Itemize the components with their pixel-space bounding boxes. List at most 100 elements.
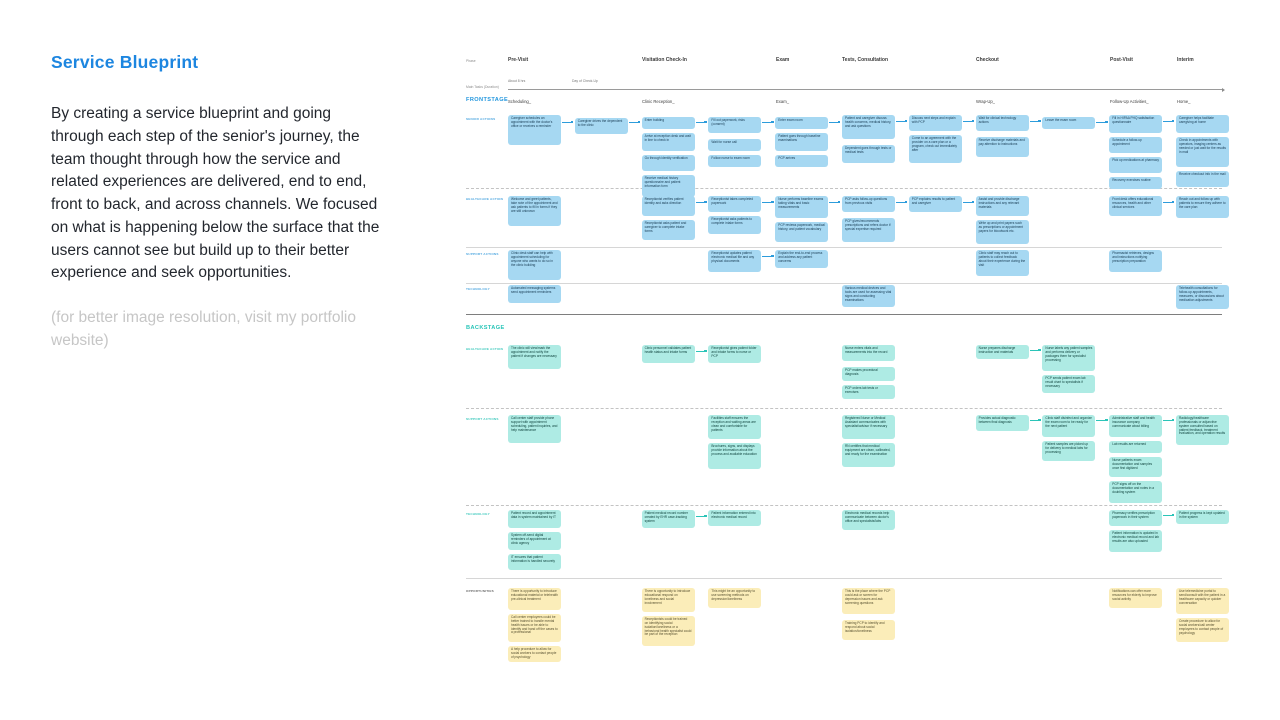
flow-arrow <box>829 202 840 203</box>
page-title: Service Blueprint <box>51 52 199 72</box>
sticky-note: Leave the exam room <box>1042 117 1096 129</box>
flow-arrow <box>695 202 707 203</box>
sticky-note: Caregiver helps facilitate caregiving at… <box>1176 115 1229 133</box>
sticky-note: Caregiver schedules an appointment with … <box>508 115 561 145</box>
flow-arrow <box>962 121 974 122</box>
row-label: SENIOR ACTIONS <box>466 117 496 121</box>
flow-arrowhead <box>838 121 841 124</box>
flow-arrowhead <box>1172 419 1175 422</box>
flow-arrowhead <box>771 121 774 124</box>
sticky-note: Lab results are returned <box>1109 441 1163 453</box>
sticky-note: Call center employees could be better tr… <box>508 614 561 642</box>
left-text-panel: Service Blueprint By creating a service … <box>51 52 385 353</box>
sticky-note: Recovery exercises routine <box>1109 177 1163 189</box>
sticky-note: Come to an agreement with the provider o… <box>908 135 962 163</box>
flow-arrow <box>762 256 774 257</box>
sticky-note: IT ensures that patient information is h… <box>508 554 561 570</box>
sticky-note: Assist and provide discharge instruction… <box>975 196 1029 216</box>
sticky-note: Reach out and follow up with patients to… <box>1176 196 1229 218</box>
flow-arrow <box>695 122 707 123</box>
duration-row-label: Main Tasks (Duration) <box>466 85 499 89</box>
sticky-note: Follow nurse to exam room <box>708 155 762 167</box>
flow-arrow <box>962 202 974 203</box>
sticky-note: Registered Nurse or Medical Assistant co… <box>842 415 895 439</box>
sticky-note: System off-send digital reminders of app… <box>508 532 561 550</box>
sticky-note: A help procedure to allow for social wor… <box>508 646 561 662</box>
duration-label: About 8 hrs <box>508 79 526 83</box>
sticky-note: Write up and print papers such as prescr… <box>975 220 1029 244</box>
sticky-note: Enter exam room <box>775 117 829 129</box>
sticky-note: PCP arrives <box>775 155 829 167</box>
sticky-note: Receive medical history questionnaire an… <box>641 175 695 197</box>
sticky-note: Clinic personnel validates patient healt… <box>641 345 695 363</box>
separator-line <box>466 408 1222 409</box>
sticky-note: Receptionist takes completed paperwork <box>708 196 762 212</box>
flow-arrowhead <box>1038 120 1041 123</box>
flow-arrow <box>628 122 640 123</box>
flow-arrow <box>1029 350 1041 351</box>
flow-arrowhead <box>904 120 908 123</box>
sticky-note: Check in appointments with operators, im… <box>1176 137 1229 167</box>
phase-header: Tests, Consultation <box>842 57 889 63</box>
flow-arrow <box>695 516 707 517</box>
flow-arrow <box>1163 121 1174 122</box>
flow-arrowhead <box>1038 419 1041 422</box>
flow-arrow <box>896 121 907 122</box>
flow-arrowhead <box>904 201 908 204</box>
flow-arrow <box>1029 420 1041 421</box>
separator-line <box>466 188 1222 189</box>
sticky-note: Receive checkout info in the mail <box>1176 171 1229 187</box>
flow-arrow <box>1163 420 1174 421</box>
sticky-note: This might be an opportunity to use scre… <box>708 588 762 608</box>
phase-header: Checkout <box>976 57 999 63</box>
sticky-note: Go through identity verification <box>641 155 695 171</box>
sticky-note: Receptionist asks patients to complete i… <box>708 216 762 234</box>
subphase-label: Wrap-Up_ <box>976 99 996 104</box>
subphase-label: Home_ <box>1177 99 1191 104</box>
sticky-note: Wait for nurse call <box>708 139 762 151</box>
subphase-label: Scheduling_ <box>508 99 532 104</box>
sticky-note: Create procedure to allow for social wor… <box>1176 618 1229 642</box>
sticky-note: Radiology/healthcare professionals or ad… <box>1176 415 1229 445</box>
sticky-note: Fill in HIPAA PHQ satisfaction questionn… <box>1109 115 1163 133</box>
sticky-note: Patient information entered into electro… <box>708 510 762 526</box>
flow-arrowhead <box>971 120 974 123</box>
sticky-note: Clinic staff disinfect and organize the … <box>1042 415 1096 437</box>
timeline-arrow-icon <box>1222 87 1225 92</box>
sticky-note: Caregiver drives the dependent to the cl… <box>574 118 628 134</box>
sticky-note: Patient progress is kept updated in the … <box>1176 510 1229 524</box>
separator-line <box>466 505 1222 506</box>
sticky-note: Welcome and greet patients, take note of… <box>508 196 561 226</box>
flow-arrowhead <box>1105 121 1108 124</box>
sticky-note: Patient and caregiver discuss health con… <box>842 115 895 139</box>
flow-arrowhead <box>838 201 841 204</box>
phase-row-label: Phase <box>466 59 476 63</box>
flow-arrowhead <box>771 255 774 258</box>
sticky-note: PCP makes procedural diagnosis <box>842 367 895 381</box>
phase-header: Visitation Check-In <box>642 57 687 63</box>
flow-arrowhead <box>1172 120 1175 123</box>
sticky-note: Nurse labels any patient samples and per… <box>1042 345 1096 371</box>
sticky-note: Automated messaging systems send appoint… <box>508 285 561 303</box>
flow-arrow <box>829 122 840 123</box>
sticky-note: Patient samples are picked up for delive… <box>1042 441 1096 461</box>
sticky-note: Provides actual diagnostic between final… <box>975 415 1029 431</box>
sticky-note: Facilities staff ensures the reception a… <box>708 415 762 439</box>
sticky-note: Receptionist gives patient folder and in… <box>708 345 762 363</box>
flow-arrowhead <box>771 201 774 204</box>
sticky-note: Patient record and appointment data in s… <box>508 510 561 528</box>
sticky-note: Receptionist asks patient and caregiver … <box>641 220 695 240</box>
flow-arrowhead <box>704 350 707 353</box>
section-label: FRONTSTAGE <box>466 97 509 103</box>
sticky-note: PCP signs off on the documentation and n… <box>1109 481 1163 503</box>
sticky-note: Pharmacy verifies prescription paperwork… <box>1109 510 1163 526</box>
separator-line <box>466 314 1222 315</box>
flow-arrowhead <box>1105 419 1108 422</box>
sticky-note: The clinic will view/mark the appointmen… <box>508 345 561 369</box>
row-label: HEALTHCARE ACTION <box>466 347 504 351</box>
flow-arrowhead <box>704 201 707 204</box>
sticky-note: Receive discharge materials and pay atte… <box>975 137 1029 157</box>
subphase-label: Follow-Up Activities_ <box>1110 99 1149 104</box>
flow-arrowhead <box>1172 201 1175 204</box>
sticky-note: Notifications can offer more resources f… <box>1109 588 1163 608</box>
